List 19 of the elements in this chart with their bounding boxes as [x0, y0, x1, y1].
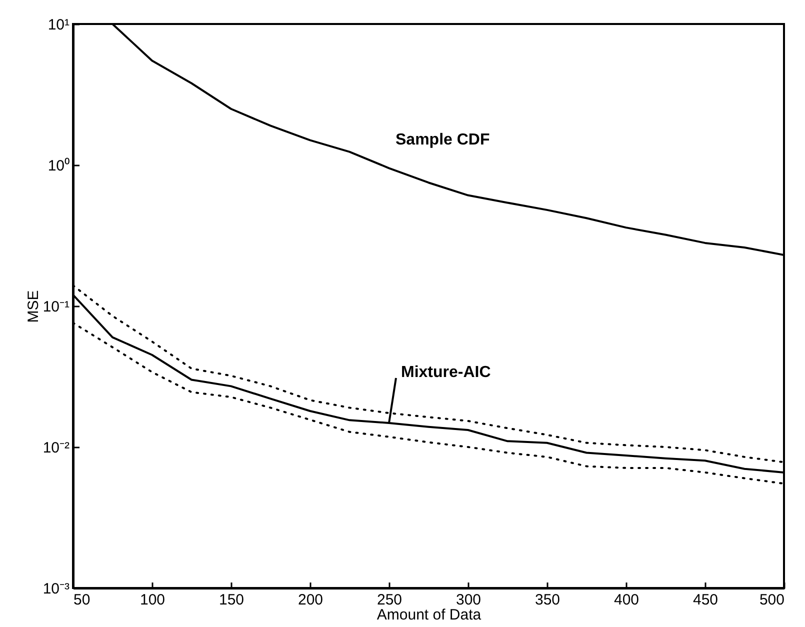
y-tick-label: 10⁻¹ [42, 298, 70, 316]
x-tick-label: 450 [692, 592, 718, 608]
series-label: Sample CDF [396, 132, 490, 149]
x-tick-label: 400 [614, 592, 640, 608]
y-tick-label: 10⁰ [48, 158, 70, 174]
x-tick-label: 100 [140, 592, 166, 608]
y-tick-label: 10¹ [48, 16, 70, 34]
y-tick-label: 10⁻² [42, 440, 70, 456]
x-tick-label: 50 [74, 592, 90, 608]
x-tick-label: 200 [298, 592, 324, 608]
y-tick-label: 10⁻³ [42, 580, 70, 598]
text: Mixture-AIC [401, 364, 492, 381]
x-tick-label: 350 [534, 592, 560, 608]
x-tick-label: 250 [376, 592, 402, 608]
x-tick-label: 150 [218, 592, 244, 608]
x-axis-title: Amount of Data [376, 606, 482, 624]
x-tick-label: 500 [759, 592, 784, 608]
y-axis-title: MSE [24, 290, 42, 323]
x-tick-label: 300 [456, 592, 482, 608]
